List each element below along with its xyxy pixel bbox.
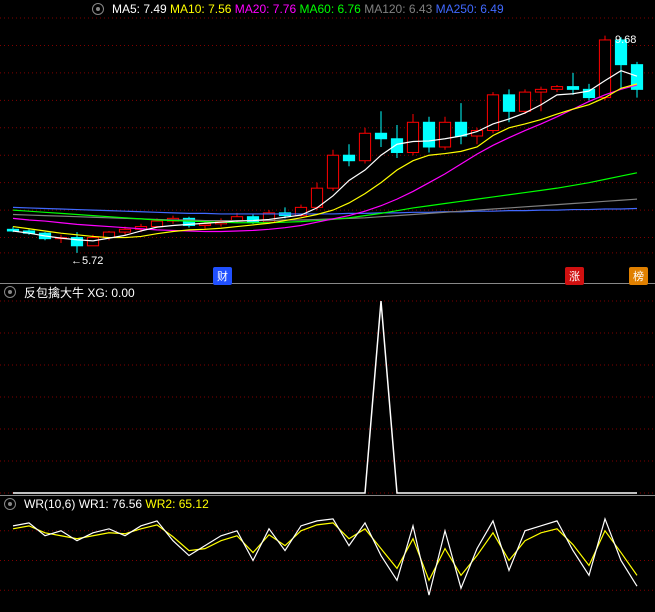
sub1-title: 反包擒大牛 XG: 0.00 <box>24 284 135 301</box>
candlestick-chart[interactable] <box>0 0 655 283</box>
event-badge[interactable]: 财 <box>213 267 232 285</box>
price-high-label: 9.68 <box>613 34 638 46</box>
main-header: 长江投资(日线) MA5: 7.49 MA10: 7.56 MA20: 7.76… <box>0 0 504 18</box>
settings-icon[interactable] <box>4 498 16 510</box>
event-badge[interactable]: 涨 <box>565 267 584 285</box>
wr-legend: WR(10,6) WR1: 76.56 WR2: 65.12 <box>24 497 209 511</box>
price-low-label: ←5.72 <box>69 255 105 267</box>
indicator-panel-1[interactable]: 反包擒大牛 XG: 0.00 <box>0 283 655 495</box>
sub2-header: WR(10,6) WR1: 76.56 WR2: 65.12 <box>0 495 209 513</box>
indicator-chart-1[interactable] <box>0 283 655 495</box>
ma-legend: MA5: 7.49 MA10: 7.56 MA20: 7.76 MA60: 6.… <box>112 2 504 16</box>
main-chart-panel[interactable]: 长江投资(日线) MA5: 7.49 MA10: 7.56 MA20: 7.76… <box>0 0 655 283</box>
settings-icon[interactable] <box>4 286 16 298</box>
sub1-header: 反包擒大牛 XG: 0.00 <box>0 283 135 301</box>
event-badge[interactable]: 榜 <box>629 267 648 285</box>
stock-title: 长江投资(日线) <box>4 1 84 18</box>
indicator-panel-2[interactable]: WR(10,6) WR1: 76.56 WR2: 65.12 <box>0 495 655 612</box>
settings-icon[interactable] <box>92 3 104 15</box>
